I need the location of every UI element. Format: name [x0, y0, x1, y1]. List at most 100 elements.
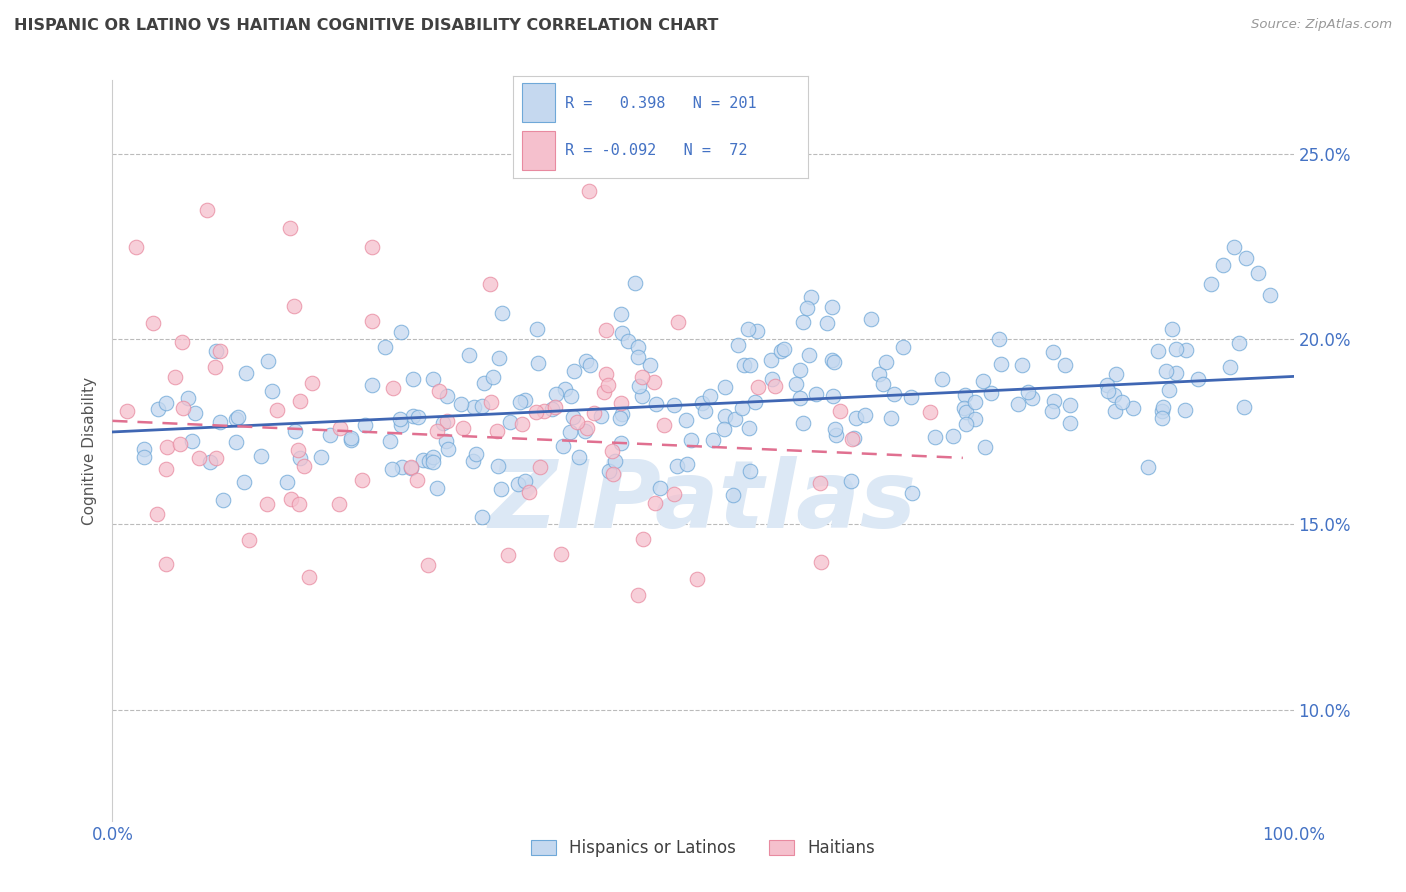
- Point: [426, 482, 449, 496]
- Point: [354, 418, 377, 433]
- Point: [374, 340, 396, 354]
- Point: [388, 412, 411, 426]
- Point: [823, 355, 845, 369]
- Point: [276, 475, 298, 490]
- Point: [821, 353, 844, 368]
- Point: [533, 404, 555, 418]
- Point: [422, 372, 444, 386]
- Point: [900, 485, 922, 500]
- Point: [257, 354, 280, 368]
- Point: [225, 412, 247, 426]
- Point: [955, 404, 977, 418]
- Point: [668, 315, 690, 329]
- Point: [472, 376, 495, 391]
- Point: [256, 496, 278, 510]
- Point: [233, 475, 256, 489]
- Point: [955, 417, 977, 432]
- Point: [432, 416, 454, 430]
- Text: R =   0.398   N = 201: R = 0.398 N = 201: [565, 95, 756, 111]
- Point: [602, 467, 624, 481]
- Point: [142, 316, 165, 330]
- Point: [810, 554, 832, 569]
- Point: [513, 392, 536, 407]
- Point: [845, 410, 868, 425]
- Point: [1234, 251, 1257, 265]
- Point: [1017, 384, 1039, 399]
- Point: [924, 430, 946, 444]
- Point: [1174, 343, 1197, 357]
- Point: [461, 454, 484, 468]
- Point: [821, 301, 844, 315]
- Point: [479, 277, 502, 291]
- Point: [204, 359, 226, 374]
- Point: [508, 476, 530, 491]
- Point: [738, 464, 761, 478]
- Point: [401, 372, 423, 386]
- Point: [309, 450, 332, 464]
- Point: [1053, 359, 1076, 373]
- Point: [329, 421, 352, 435]
- Point: [575, 353, 598, 368]
- Point: [319, 428, 342, 442]
- Point: [796, 301, 818, 315]
- Point: [1104, 403, 1126, 417]
- Point: [479, 395, 502, 409]
- Point: [238, 533, 260, 547]
- Point: [598, 464, 620, 478]
- Point: [605, 454, 627, 468]
- Point: [1164, 366, 1187, 380]
- Point: [288, 451, 311, 466]
- Point: [990, 357, 1012, 371]
- Point: [745, 324, 768, 338]
- Point: [391, 459, 413, 474]
- Point: [800, 290, 823, 304]
- Text: R = -0.092   N =  72: R = -0.092 N = 72: [565, 143, 748, 158]
- Point: [737, 322, 759, 336]
- Point: [169, 437, 191, 451]
- Point: [662, 398, 685, 412]
- Point: [650, 482, 672, 496]
- Point: [747, 380, 769, 394]
- Point: [486, 458, 509, 473]
- Point: [702, 433, 724, 447]
- Point: [382, 381, 405, 395]
- Point: [125, 240, 148, 254]
- Point: [225, 434, 247, 449]
- Point: [1199, 277, 1222, 291]
- Point: [1105, 367, 1128, 381]
- Point: [872, 377, 894, 392]
- Point: [451, 420, 474, 434]
- Point: [759, 353, 782, 368]
- Point: [724, 412, 747, 426]
- Point: [686, 572, 709, 586]
- Point: [769, 344, 792, 359]
- Point: [868, 368, 890, 382]
- Point: [280, 492, 302, 507]
- Point: [568, 450, 591, 464]
- Point: [292, 458, 315, 473]
- Point: [509, 394, 531, 409]
- Point: [434, 434, 457, 449]
- Point: [195, 202, 218, 217]
- Point: [510, 417, 533, 431]
- Point: [422, 454, 444, 468]
- Point: [595, 368, 617, 382]
- Bar: [522, 131, 554, 170]
- Point: [714, 409, 737, 423]
- Point: [1150, 411, 1173, 425]
- Point: [148, 401, 170, 416]
- Point: [212, 492, 235, 507]
- Point: [579, 358, 602, 372]
- Point: [825, 427, 848, 442]
- Point: [517, 484, 540, 499]
- Point: [1059, 416, 1081, 430]
- Point: [418, 558, 440, 572]
- Point: [574, 424, 596, 438]
- Point: [544, 387, 567, 401]
- Point: [328, 496, 350, 510]
- Point: [578, 185, 600, 199]
- Point: [815, 316, 838, 330]
- Point: [401, 461, 423, 475]
- Point: [713, 380, 735, 394]
- Point: [401, 459, 423, 474]
